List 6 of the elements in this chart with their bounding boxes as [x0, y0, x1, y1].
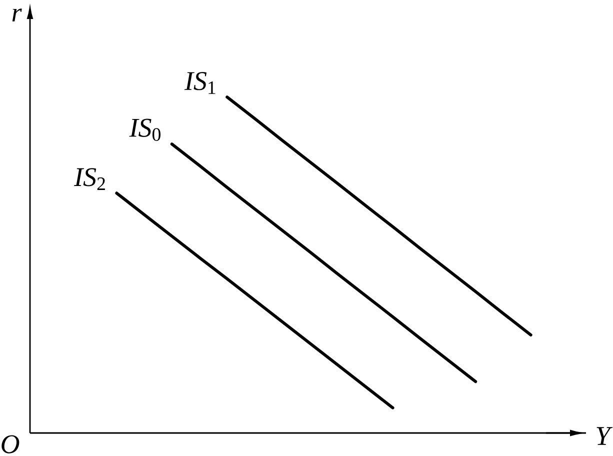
series-label: IS$_{2}$ — [74, 168, 105, 190]
series-label: IS$_{1}$ — [184, 72, 216, 94]
text: O — [2, 435, 20, 454]
y-axis-title: r — [12, 8, 22, 22]
series-label: IS$_{0}$ — [129, 118, 160, 141]
x-axis-title: Y — [596, 427, 613, 445]
